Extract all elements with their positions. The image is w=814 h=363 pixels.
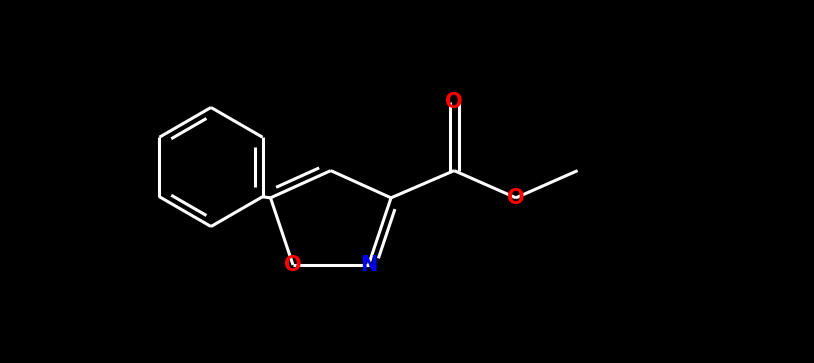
Text: O: O [284,255,302,275]
Text: O: O [507,188,525,208]
Text: N: N [360,255,377,275]
Text: O: O [445,91,463,112]
